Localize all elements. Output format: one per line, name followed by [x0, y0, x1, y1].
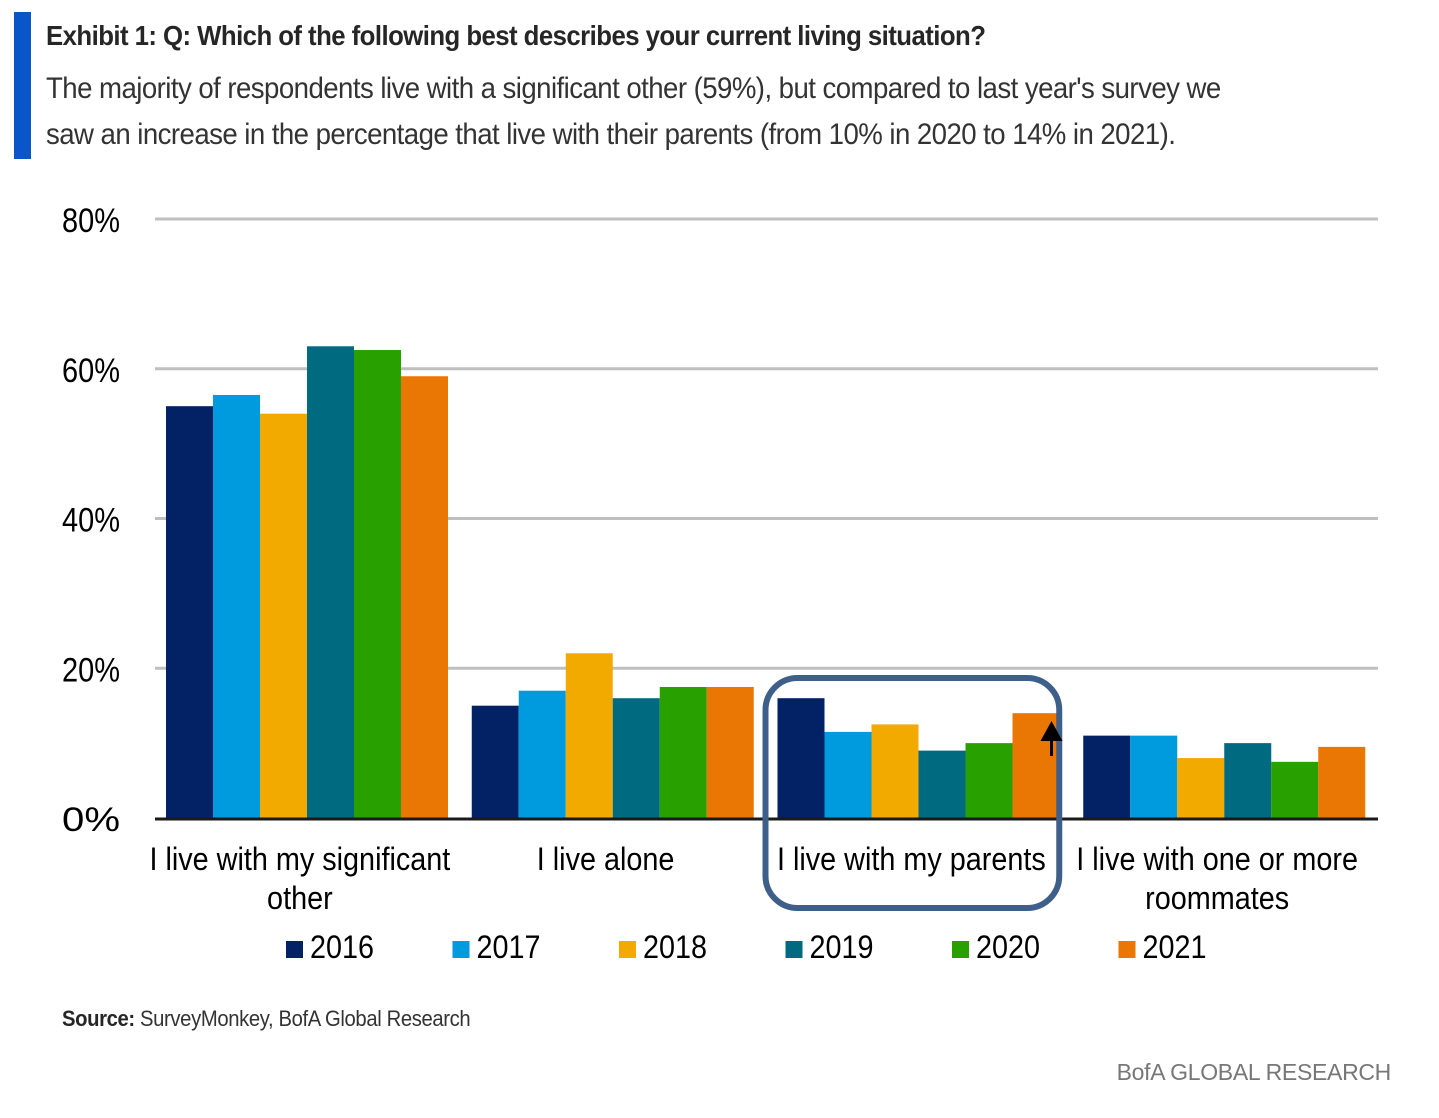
bar-2017 [213, 394, 260, 818]
bar-2018 [565, 653, 613, 818]
source-note: Source: SurveyMonkey, BofA Global Resear… [62, 1006, 471, 1032]
x-category-label: other [267, 881, 333, 917]
bar-2021 [1318, 746, 1366, 818]
bar-2020 [965, 743, 1013, 818]
bar-2017 [518, 690, 566, 818]
source-label: Source: [62, 1006, 135, 1031]
bars [166, 346, 1366, 818]
legend-swatch-2019 [785, 941, 803, 958]
bar-chart: 0% 20% 40% 60% 80% I live with my significan… [62, 202, 1378, 965]
subtitle-line: saw an increase in the percentage that l… [46, 118, 1176, 151]
annotations [762, 675, 1063, 911]
y-tick-label: 40% [62, 502, 120, 540]
source-text: SurveyMonkey, BofA Global Research [134, 1006, 471, 1031]
bar-2016 [1083, 735, 1131, 818]
bar-2021 [706, 686, 754, 818]
bar-2019 [918, 750, 966, 818]
bar-2019 [307, 346, 354, 818]
y-tick-label: 20% [62, 651, 120, 689]
bar-2016 [471, 705, 519, 818]
bar-2020 [659, 686, 707, 818]
y-tick-label: 0% [62, 801, 120, 839]
legend-label: 2020 [976, 929, 1040, 965]
exhibit-title: Exhibit 1: Q: Which of the following bes… [46, 20, 986, 51]
accent-bar [14, 12, 31, 159]
y-tick-label: 80% [62, 202, 120, 240]
legend-label: 2017 [477, 929, 541, 965]
bar-2020 [1271, 761, 1319, 818]
legend-label: 2018 [643, 929, 707, 965]
legend-label: 2016 [310, 929, 374, 965]
x-category-label: I live with one or more [1076, 842, 1358, 878]
bar-2016 [166, 406, 213, 818]
bar-2018 [260, 413, 307, 818]
bar-2017 [1130, 735, 1178, 818]
legend-label: 2019 [810, 929, 874, 965]
x-category-label: I live with my significant [149, 842, 450, 878]
legend-label: 2021 [1143, 929, 1207, 965]
bar-2019 [1224, 743, 1272, 818]
bar-2020 [354, 350, 401, 818]
bar-2016 [777, 698, 825, 818]
x-category-label: I live alone [537, 842, 675, 878]
bar-2021 [401, 376, 448, 818]
bar-2019 [612, 698, 660, 818]
subtitle-line: The majority of respondents live with a … [46, 72, 1221, 105]
exhibit-subtitle: The majority of respondents live with a … [46, 66, 1380, 158]
legend: 2016 2017 2018 2019 2020 2021 [286, 929, 1207, 965]
legend-swatch-2021 [1118, 941, 1136, 958]
y-tick-label: 60% [62, 352, 120, 390]
up-arrow-icon [1040, 721, 1063, 741]
bar-2018 [871, 724, 919, 818]
legend-swatch-2016 [286, 941, 303, 958]
highlight-box [762, 675, 1063, 911]
x-category-label: roommates [1145, 881, 1289, 917]
brand-footer: BofA GLOBAL RESEARCH [1116, 1059, 1392, 1085]
x-category-label: I live with my parents [777, 842, 1046, 878]
legend-swatch-2017 [452, 941, 470, 958]
bar-2017 [824, 731, 872, 818]
legend-swatch-2020 [952, 941, 969, 958]
legend-swatch-2018 [619, 941, 636, 958]
bar-2018 [1177, 758, 1225, 818]
y-axis-ticks: 0% 20% 40% 60% 80% [62, 202, 120, 839]
